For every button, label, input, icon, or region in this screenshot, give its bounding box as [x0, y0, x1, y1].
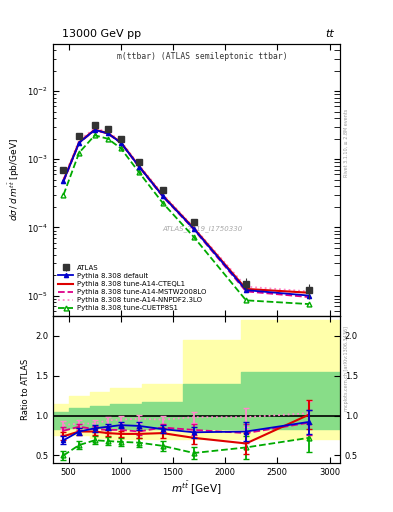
Pythia 8.308 tune-A14-MSTW2008LO [191, 226, 196, 232]
X-axis label: $m^{t\bar{t}}$ [GeV]: $m^{t\bar{t}}$ [GeV] [171, 480, 222, 497]
Pythia 8.308 tune-A14-CTEQL1 [77, 139, 81, 145]
Pythia 8.308 tune-A14-MSTW2008LO [244, 288, 248, 294]
Pythia 8.308 tune-A14-CTEQL1 [244, 286, 248, 292]
Pythia 8.308 tune-A14-MSTW2008LO [306, 294, 311, 300]
Pythia 8.308 tune-A14-NNPDF2.3LO [244, 284, 248, 290]
Pythia 8.308 tune-A14-NNPDF2.3LO [191, 224, 196, 230]
Pythia 8.308 default [92, 127, 97, 133]
Y-axis label: Ratio to ATLAS: Ratio to ATLAS [20, 359, 29, 420]
Pythia 8.308 tune-A14-NNPDF2.3LO [92, 125, 97, 132]
Pythia 8.308 default [137, 163, 141, 169]
Pythia 8.308 tune-CUETP8S1 [77, 150, 81, 156]
Text: mcplots.cern.ch [arXiv:1306.3436]: mcplots.cern.ch [arXiv:1306.3436] [344, 326, 349, 411]
Pythia 8.308 tune-A14-MSTW2008LO [61, 179, 66, 185]
Pythia 8.308 tune-A14-NNPDF2.3LO [137, 162, 141, 168]
Y-axis label: $d\sigma\,/\,d\,m^{t\bar{t}}$ [pb/GeV]: $d\sigma\,/\,d\,m^{t\bar{t}}$ [pb/GeV] [6, 138, 22, 221]
Line: Pythia 8.308 tune-CUETP8S1: Pythia 8.308 tune-CUETP8S1 [61, 133, 311, 307]
Pythia 8.308 tune-A14-MSTW2008LO [160, 194, 165, 200]
Pythia 8.308 tune-A14-CTEQL1 [92, 126, 97, 133]
Pythia 8.308 tune-A14-MSTW2008LO [77, 140, 81, 146]
Pythia 8.308 tune-CUETP8S1 [137, 169, 141, 176]
Pythia 8.308 default [306, 292, 311, 298]
Line: Pythia 8.308 tune-A14-CTEQL1: Pythia 8.308 tune-A14-CTEQL1 [64, 130, 309, 293]
Pythia 8.308 tune-CUETP8S1 [61, 192, 66, 198]
Pythia 8.308 tune-A14-NNPDF2.3LO [61, 176, 66, 182]
Pythia 8.308 tune-A14-NNPDF2.3LO [306, 288, 311, 294]
Pythia 8.308 tune-A14-MSTW2008LO [137, 164, 141, 170]
Pythia 8.308 tune-CUETP8S1 [105, 136, 110, 142]
Line: Pythia 8.308 tune-A14-NNPDF2.3LO: Pythia 8.308 tune-A14-NNPDF2.3LO [64, 129, 309, 291]
Text: ATLAS_2019_I1750330: ATLAS_2019_I1750330 [162, 225, 242, 232]
Pythia 8.308 tune-A14-CTEQL1 [119, 139, 123, 145]
Pythia 8.308 tune-CUETP8S1 [160, 200, 165, 206]
Legend: ATLAS, Pythia 8.308 default, Pythia 8.308 tune-A14-CTEQL1, Pythia 8.308 tune-A14: ATLAS, Pythia 8.308 default, Pythia 8.30… [57, 264, 208, 312]
Pythia 8.308 default [119, 140, 123, 146]
Pythia 8.308 tune-CUETP8S1 [244, 297, 248, 304]
Text: tt: tt [325, 29, 334, 38]
Text: Rivet 3.1.10, ≥ 2.8M events: Rivet 3.1.10, ≥ 2.8M events [344, 109, 349, 178]
Pythia 8.308 tune-A14-CTEQL1 [105, 130, 110, 136]
Line: Pythia 8.308 default: Pythia 8.308 default [61, 128, 311, 297]
Pythia 8.308 tune-A14-CTEQL1 [306, 290, 311, 296]
Line: Pythia 8.308 tune-A14-MSTW2008LO: Pythia 8.308 tune-A14-MSTW2008LO [64, 130, 309, 297]
Pythia 8.308 tune-A14-CTEQL1 [137, 163, 141, 169]
Pythia 8.308 tune-A14-NNPDF2.3LO [119, 138, 123, 144]
Pythia 8.308 tune-A14-MSTW2008LO [119, 140, 123, 146]
Pythia 8.308 tune-A14-CTEQL1 [191, 225, 196, 231]
Pythia 8.308 tune-A14-NNPDF2.3LO [160, 191, 165, 197]
Pythia 8.308 tune-A14-NNPDF2.3LO [105, 129, 110, 135]
Pythia 8.308 default [77, 140, 81, 146]
Text: 13000 GeV pp: 13000 GeV pp [62, 29, 141, 38]
Pythia 8.308 tune-A14-CTEQL1 [61, 177, 66, 183]
Pythia 8.308 tune-A14-NNPDF2.3LO [77, 137, 81, 143]
Pythia 8.308 default [191, 226, 196, 232]
Pythia 8.308 tune-A14-MSTW2008LO [92, 127, 97, 133]
Pythia 8.308 default [160, 193, 165, 199]
Pythia 8.308 tune-CUETP8S1 [92, 132, 97, 138]
Pythia 8.308 tune-A14-CTEQL1 [160, 193, 165, 199]
Pythia 8.308 default [105, 130, 110, 136]
Pythia 8.308 tune-A14-MSTW2008LO [105, 131, 110, 137]
Pythia 8.308 default [244, 287, 248, 293]
Pythia 8.308 tune-CUETP8S1 [119, 145, 123, 152]
Pythia 8.308 default [61, 178, 66, 184]
Pythia 8.308 tune-CUETP8S1 [306, 301, 311, 307]
Text: m(ttbar) (ATLAS semileptonic ttbar): m(ttbar) (ATLAS semileptonic ttbar) [117, 52, 288, 61]
Pythia 8.308 tune-CUETP8S1 [191, 234, 196, 240]
